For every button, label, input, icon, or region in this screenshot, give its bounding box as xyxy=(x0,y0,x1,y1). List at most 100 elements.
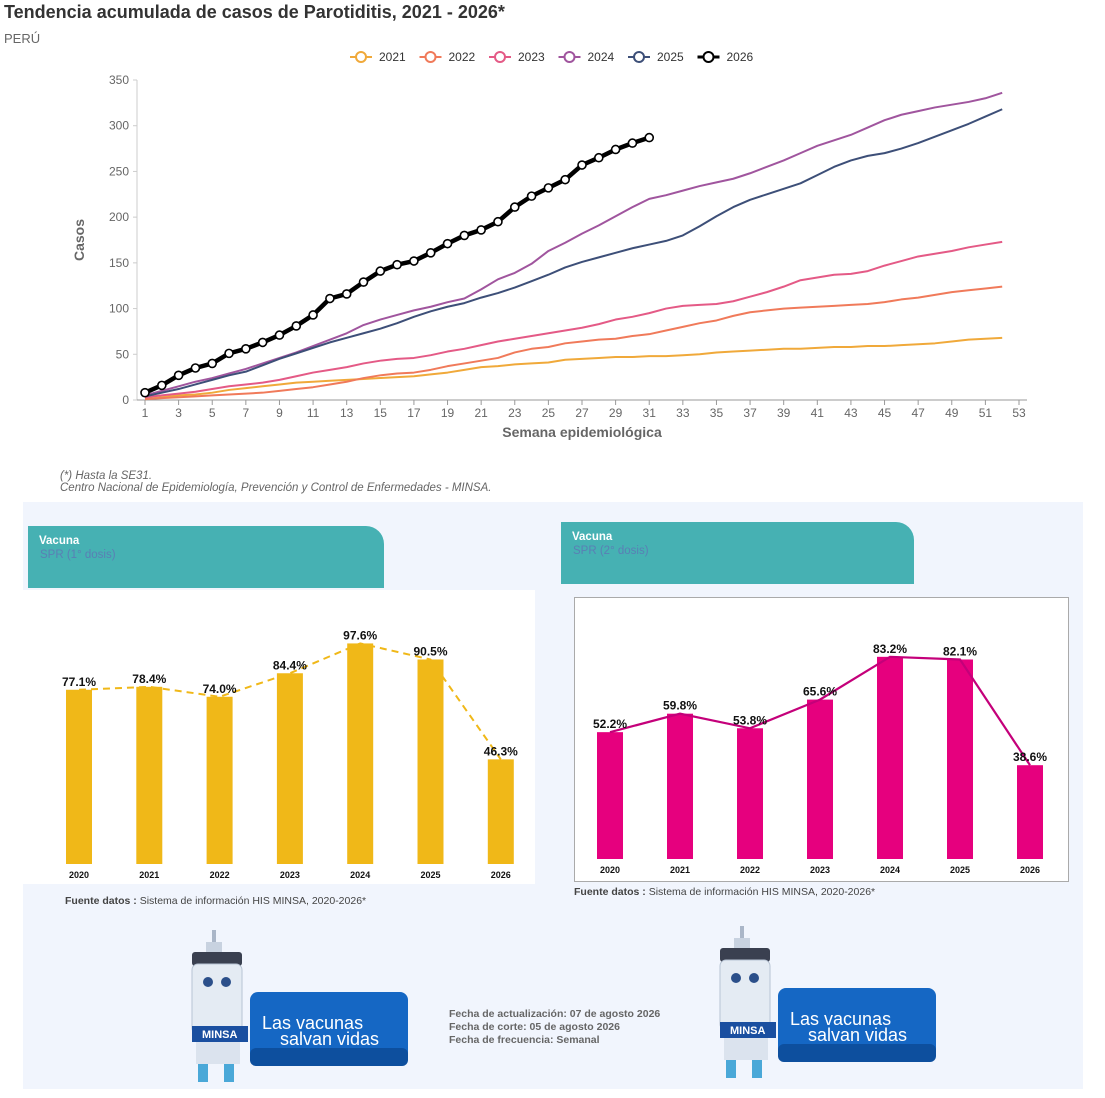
value-label: 83.2% xyxy=(873,642,907,656)
category-label: 2025 xyxy=(420,870,440,880)
series-2023 xyxy=(144,240,1003,399)
data-point xyxy=(409,256,419,266)
data-point xyxy=(140,387,150,398)
series-line-2022 xyxy=(144,285,1003,401)
value-label: 53.8% xyxy=(733,713,767,727)
data-point xyxy=(358,277,369,287)
category-label: 2022 xyxy=(210,870,230,880)
bar-2025 xyxy=(417,659,444,864)
value-label: 59.8% xyxy=(663,699,697,713)
x-tick-label: 47 xyxy=(911,406,925,420)
data-point xyxy=(257,337,268,348)
data-point xyxy=(627,138,638,148)
bar-2023 xyxy=(807,699,833,859)
y-axis-label: Casos xyxy=(71,219,87,261)
x-axis-label: Semana epidemiológica xyxy=(502,424,662,440)
value-label: 52.2% xyxy=(593,717,627,731)
value-label: 78.4% xyxy=(132,672,166,686)
series-2021 xyxy=(144,336,1003,401)
legend-label: 2023 xyxy=(518,50,545,64)
category-label: 2021 xyxy=(670,865,690,875)
data-source-text: Sistema de información HIS MINSA, 2020-2… xyxy=(648,886,876,898)
legend-item-2025[interactable]: 2025 xyxy=(628,50,684,64)
series-2022 xyxy=(144,285,1003,401)
y-tick-label: 300 xyxy=(109,119,129,133)
bar-2022 xyxy=(737,728,763,859)
spr2-coverage-bar-chart: 52.2% 59.8% 53.8% 65.6% 83.2% 82.1% 38.6% 2020 2… xyxy=(574,597,1069,882)
cumulative-cases-line-chart: 2021 2022 2023 2024 2025 2026 050100150200250… xyxy=(71,50,1027,440)
legend-marker xyxy=(563,51,576,63)
x-tick-label: 53 xyxy=(1012,406,1026,420)
banner-box xyxy=(778,988,936,1062)
data-point xyxy=(526,191,537,201)
data-point xyxy=(190,363,201,373)
legend-marker xyxy=(633,51,645,63)
category-label: 2024 xyxy=(880,865,900,875)
x-tick-label: 1 xyxy=(142,406,149,420)
y-tick-label: 200 xyxy=(109,210,129,224)
value-label: 38.6% xyxy=(1013,750,1047,764)
series-2024 xyxy=(144,91,1003,397)
series-2025 xyxy=(144,108,1003,398)
data-point xyxy=(577,160,587,170)
x-tick-label: 27 xyxy=(575,406,589,420)
brand-text: MINSA xyxy=(202,1029,238,1041)
vaccines-save-lives-banner-left: Las vacunas salvan vidas MINSA xyxy=(191,930,408,1082)
series-lines xyxy=(140,91,1003,401)
series-line-2025 xyxy=(144,108,1003,398)
banner-line1: Las vacunas xyxy=(790,1009,891,1029)
frequency: Fecha de frecuencia: Semanal xyxy=(449,1034,600,1046)
legend-marker xyxy=(494,51,506,63)
trend-line xyxy=(78,642,502,760)
bar-2026 xyxy=(487,759,514,864)
banner-line2: salvan vidas xyxy=(280,1029,379,1049)
category-label: 2023 xyxy=(280,870,300,880)
data-point xyxy=(425,248,436,258)
legend-item-2021[interactable]: 2021 xyxy=(350,50,406,64)
bar-2023 xyxy=(276,673,303,864)
data-point xyxy=(610,144,621,155)
legend-label: 2026 xyxy=(727,50,754,64)
bar-2025 xyxy=(947,659,973,859)
bar-2024 xyxy=(877,656,903,859)
legend-item-2024[interactable]: 2024 xyxy=(558,50,615,64)
category-label: 2023 xyxy=(810,865,830,875)
x-tick-label: 43 xyxy=(844,406,858,420)
data-point xyxy=(173,370,184,381)
value-label: 77.1% xyxy=(62,675,96,689)
series-line-2021 xyxy=(144,336,1003,401)
vaccine-title: Vacuna xyxy=(39,535,80,547)
data-point xyxy=(493,216,503,227)
data-point xyxy=(509,202,520,212)
data-point xyxy=(341,289,352,299)
data-point xyxy=(291,321,302,331)
data-point xyxy=(442,238,453,249)
data-source-text: Sistema de información HIS MINSA, 2020-2… xyxy=(139,895,367,907)
x-tick-label: 29 xyxy=(609,406,623,420)
data-point xyxy=(560,174,570,185)
spr1-coverage-bar-chart: 77.1% 78.4% 74.0% 84.4% 97.6% 90.5% 46.3% 2020 2… xyxy=(23,590,535,884)
update-dates: Fecha de actualización: 07 de agosto 202… xyxy=(449,1008,660,1047)
banner-line2: salvan vidas xyxy=(808,1025,907,1045)
data-point xyxy=(308,310,318,320)
x-tick-label: 13 xyxy=(340,406,354,420)
x-tick-label: 21 xyxy=(474,406,488,420)
legend-item-2026[interactable]: 2026 xyxy=(697,50,754,64)
y-tick-label: 50 xyxy=(116,347,130,361)
y-tick-label: 0 xyxy=(122,393,129,407)
data-source-label: Fuente datos : xyxy=(574,886,646,898)
legend[interactable]: 2021 2022 2023 2024 2025 2026 xyxy=(350,50,754,64)
x-tick-label: 51 xyxy=(979,406,993,420)
y-tick-label: 350 xyxy=(109,73,129,87)
x-tick-label: 39 xyxy=(777,406,791,420)
legend-item-2022[interactable]: 2022 xyxy=(419,50,476,64)
vaccine-header-spr1: Vacuna SPR (1° dosis) xyxy=(28,526,384,588)
banner-shadow xyxy=(250,1048,408,1066)
update-date: Fecha de actualización: 07 de agosto 202… xyxy=(449,1008,661,1020)
x-tick-label: 5 xyxy=(209,406,216,420)
bar-2021 xyxy=(667,713,693,859)
value-label: 90.5% xyxy=(413,644,447,658)
legend-item-2023[interactable]: 2023 xyxy=(489,50,545,64)
syringe-mascot-icon: MINSA xyxy=(191,930,248,1082)
x-tick-label: 45 xyxy=(878,406,892,420)
